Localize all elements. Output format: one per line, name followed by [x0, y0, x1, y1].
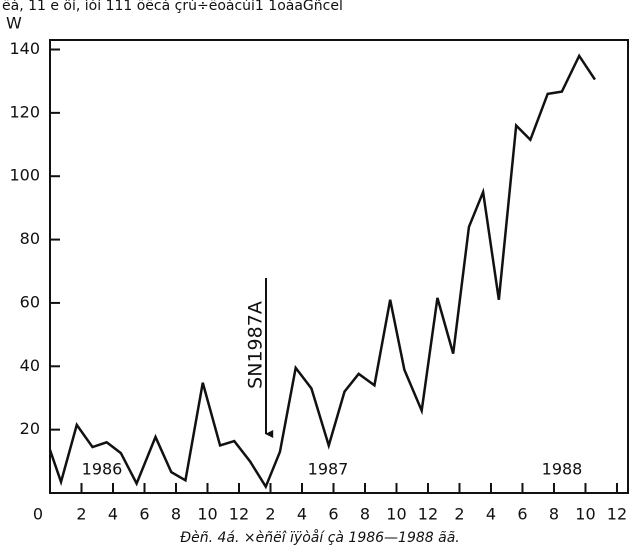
x-tick-label: 4 [486, 505, 496, 524]
x-tick-label: 6 [517, 505, 527, 524]
x-tick-label: 2 [454, 505, 464, 524]
y-tick-label: 20 [20, 419, 40, 438]
x-tick-label: 12 [229, 505, 249, 524]
x-tick-label: 8 [360, 505, 370, 524]
x-tick-label: 0 [33, 505, 43, 524]
year-label: 1986 [82, 460, 123, 479]
x-tick-label: 4 [297, 505, 307, 524]
y-tick-label: 40 [20, 356, 40, 375]
annotation: SN1987A [245, 301, 267, 389]
x-tick-label: 10 [575, 505, 595, 524]
y-tick-label: 60 [20, 292, 40, 311]
y-tick-label: 80 [20, 229, 40, 248]
y-axis-label: W [6, 14, 22, 33]
x-tick-label: 2 [265, 505, 275, 524]
x-tick-label: 6 [328, 505, 338, 524]
x-tick-label: 10 [386, 505, 406, 524]
x-tick-label: 4 [108, 505, 118, 524]
x-tick-label: 12 [418, 505, 438, 524]
y-tick-label: 100 [9, 166, 40, 185]
x-tick-label: 6 [139, 505, 149, 524]
x-tick-label: 8 [171, 505, 181, 524]
x-tick-label: 8 [549, 505, 559, 524]
y-tick-label: 140 [9, 39, 40, 58]
year-label: 1988 [542, 460, 583, 479]
caption: Ðèñ. 4á. ×èñëî ïÿòåí çà 1986—1988 ãã. [180, 529, 460, 546]
x-tick-label: 2 [76, 505, 86, 524]
plot-frame [49, 39, 629, 494]
data-line [48, 53, 596, 490]
y-tick-label: 120 [9, 102, 40, 121]
x-tick-label: 12 [607, 505, 627, 524]
year-label: 1987 [308, 460, 349, 479]
x-tick-label: 10 [197, 505, 217, 524]
top-text: ëà, 11 e ôí, ìòí 111 öëcà çrù÷ëoàcùí1 1o… [2, 0, 343, 14]
